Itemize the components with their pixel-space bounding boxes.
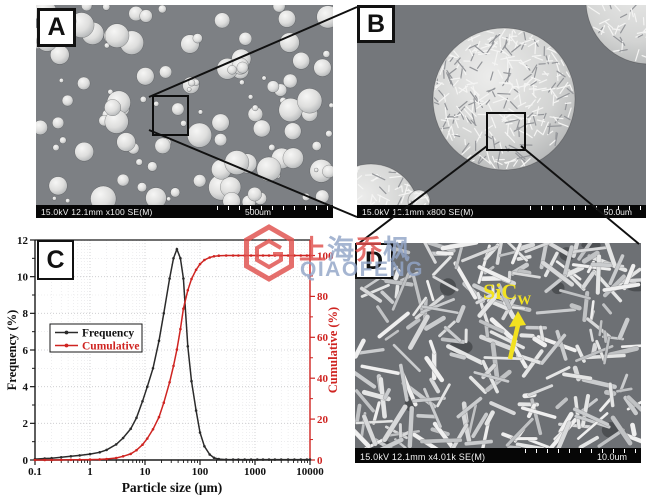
- panel-d-label: D: [355, 243, 393, 279]
- panel-d-scale-label: 10.0um: [596, 452, 627, 462]
- panel-d-info-bar: 15.0kV 12.1mm x4.01k SE(M) 10.0um: [355, 448, 641, 463]
- panel-d-sem-settings: 15.0kV 12.1mm x4.01k SE(M): [360, 452, 486, 462]
- cumulative-series: [33, 254, 312, 462]
- svg-text:1: 1: [87, 466, 93, 478]
- x-axis: 0.1 1 10 100 1000 10000: [28, 460, 324, 478]
- svg-text:40: 40: [317, 373, 329, 385]
- panel-c-label: C: [37, 240, 74, 280]
- panel-b-micrograph: [357, 5, 646, 218]
- panel-a-sem-settings: 15.0kV 12.1mm x100 SE(M): [41, 207, 153, 217]
- panel-b: 15.0kV 12.1mm x800 SE(M) 50.0um: [357, 5, 646, 218]
- svg-text:10000: 10000: [296, 466, 324, 478]
- panel-a-label: A: [37, 8, 76, 47]
- svg-text:Cumulative: Cumulative: [82, 341, 140, 353]
- sic-text: SiC: [483, 279, 518, 304]
- svg-text:1000: 1000: [244, 466, 267, 478]
- panel-d-scale-ruler: [525, 449, 637, 453]
- y-axis-right: 0 20 40 60 80 100: [310, 250, 334, 467]
- panel-a-zoom-region-square: [152, 95, 189, 136]
- svg-text:0.1: 0.1: [28, 466, 42, 478]
- svg-text:60: 60: [317, 332, 329, 344]
- panel-b-info-bar: 15.0kV 12.1mm x800 SE(M) 50.0um: [357, 205, 646, 218]
- panel-a-scale-label: 500um: [245, 207, 271, 217]
- panel-a-info-bar: 15.0kV 12.1mm x100 SE(M) 500um: [36, 205, 333, 218]
- panel-d: SiCW 15.0kV 12.1mm x4.01k SE(M) 10.0um: [355, 243, 641, 463]
- svg-text:8: 8: [23, 308, 29, 320]
- panel-d-micrograph: [355, 243, 641, 462]
- panel-a: 15.0kV 12.1mm x100 SE(M) 500um: [36, 5, 333, 218]
- svg-text:0: 0: [23, 455, 29, 467]
- svg-text:4: 4: [23, 381, 29, 393]
- x-axis-title: Particle size (μm): [122, 480, 223, 495]
- y-axis-left: 0 2 4 6 8 10 12: [17, 235, 35, 467]
- sic-subscript: W: [517, 293, 532, 309]
- svg-text:0: 0: [317, 455, 323, 467]
- panel-b-sem-settings: 15.0kV 12.1mm x800 SE(M): [362, 207, 474, 217]
- svg-text:100: 100: [192, 466, 209, 478]
- svg-text:Frequency: Frequency: [82, 328, 134, 340]
- svg-text:2: 2: [23, 418, 29, 430]
- svg-text:80: 80: [317, 291, 329, 303]
- panel-b-scale-label: 50.0um: [603, 207, 632, 217]
- particle-size-distribution-chart: 0 2 4 6 8 10 12 0 20 40 60 80 100 0.1 1 10 100 1000 10000 F…: [5, 235, 340, 495]
- svg-text:12: 12: [17, 235, 29, 247]
- svg-text:20: 20: [317, 414, 329, 426]
- frequency-series: [33, 247, 312, 461]
- y-axis-right-title: Cumulative (%): [326, 307, 340, 393]
- y-axis-left-title: Frequency (%): [5, 310, 19, 391]
- sic-whisker-annotation: SiCW: [483, 279, 531, 309]
- panel-a-scale-ruler: [217, 206, 329, 210]
- panel-b-zoom-region-square: [486, 112, 526, 151]
- svg-text:100: 100: [317, 250, 334, 262]
- sic-arrow-icon: [507, 311, 526, 360]
- svg-text:10: 10: [17, 271, 29, 283]
- svg-text:10: 10: [140, 466, 152, 478]
- panel-b-label: B: [357, 5, 395, 43]
- svg-text:6: 6: [23, 345, 29, 357]
